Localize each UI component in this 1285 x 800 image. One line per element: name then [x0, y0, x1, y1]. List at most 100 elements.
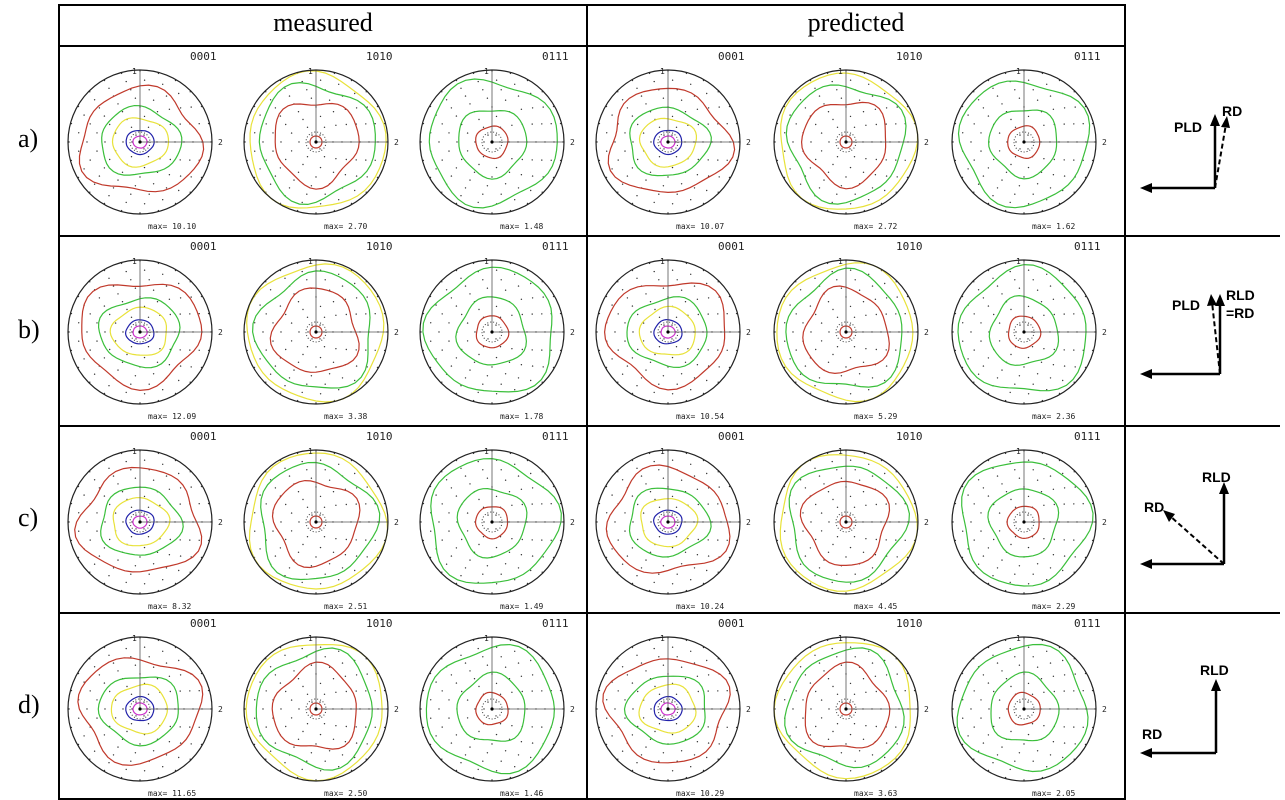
max-value-label: max= 1.46	[500, 789, 544, 798]
pole-figure-predicted-1010: 1 2 1010 max= 4.45	[768, 430, 940, 612]
max-value-label: max= 12.09	[148, 412, 197, 421]
svg-text:1: 1	[308, 447, 313, 456]
pole-figure-predicted-1010: 1 2 1010 max= 3.63	[768, 617, 940, 799]
pole-figure-measured-0001: 1 2 0001 max= 11.65	[62, 617, 234, 799]
svg-text:1: 1	[308, 257, 313, 266]
direction-diagram-a: PLD RD	[1140, 103, 1242, 193]
pole-figure-measured-0001: 1 2 0001 max= 8.32	[62, 430, 234, 612]
max-value-label: max= 10.24	[676, 602, 725, 611]
svg-text:1: 1	[660, 67, 665, 76]
direction-diagram-d: RLD RD	[1140, 662, 1229, 758]
plane-label: 1010	[896, 240, 923, 253]
direction-diagram-c: RD RLD	[1140, 469, 1231, 569]
svg-text:2: 2	[1102, 705, 1107, 714]
svg-text:2: 2	[570, 518, 575, 527]
svg-text:2: 2	[746, 705, 751, 714]
svg-text:1: 1	[132, 67, 137, 76]
plane-label: 0001	[190, 430, 217, 443]
svg-text:2: 2	[746, 138, 751, 147]
pole-figure-measured-1010: 1 2 1010 max= 2.70	[238, 50, 410, 232]
svg-text:2: 2	[1102, 138, 1107, 147]
svg-text:2: 2	[924, 705, 929, 714]
svg-text:2: 2	[394, 518, 399, 527]
row-divider-2	[58, 425, 1280, 427]
max-value-label: max= 2.29	[1032, 602, 1076, 611]
svg-text:1: 1	[132, 634, 137, 643]
svg-text:1: 1	[838, 447, 843, 456]
svg-text:1: 1	[660, 447, 665, 456]
pole-figure-measured-0111: 1 2 0111 max= 1.46	[414, 617, 586, 799]
svg-text:1: 1	[838, 257, 843, 266]
svg-text:1: 1	[660, 634, 665, 643]
pole-figure-predicted-0111: 1 2 0111 max= 2.29	[946, 430, 1118, 612]
plane-label: 1010	[896, 617, 923, 630]
plane-label: 0111	[542, 50, 569, 63]
plane-label: 0111	[542, 430, 569, 443]
rd-label: RD	[1144, 499, 1164, 515]
plane-label: 1010	[896, 430, 923, 443]
row-label-b: b)	[18, 315, 40, 344]
svg-text:1: 1	[838, 634, 843, 643]
pole-figure-predicted-0001: 1 2 0001 max= 10.24	[590, 430, 762, 612]
max-value-label: max= 2.50	[324, 789, 368, 798]
pole-figure-predicted-0001: 1 2 0001 max= 10.54	[590, 240, 762, 422]
pole-figure-predicted-0111: 1 2 0111 max= 2.36	[946, 240, 1118, 422]
max-value-label: max= 1.62	[1032, 222, 1076, 231]
plane-label: 1010	[896, 50, 923, 63]
pole-figure-predicted-0001: 1 2 0001 max= 10.07	[590, 50, 762, 232]
table-border-left	[58, 4, 60, 800]
plane-label: 1010	[366, 430, 393, 443]
plane-label: 0001	[718, 430, 745, 443]
rld-label: RLD	[1202, 469, 1231, 485]
pole-figure-predicted-1010: 1 2 1010 max= 2.72	[768, 50, 940, 232]
svg-text:1: 1	[484, 67, 489, 76]
column-divider-middle	[586, 4, 588, 800]
pole-figure-predicted-0111: 1 2 0111 max= 2.05	[946, 617, 1118, 799]
pole-figure-predicted-0111: 1 2 0111 max= 1.62	[946, 50, 1118, 232]
pole-figure-measured-0111: 1 2 0111 max= 1.49	[414, 430, 586, 612]
max-value-label: max= 11.65	[148, 789, 197, 798]
pole-figure-measured-1010: 1 2 1010 max= 3.38	[238, 240, 410, 422]
pole-figure-measured-0111: 1 2 0111 max= 1.48	[414, 50, 586, 232]
svg-text:2: 2	[1102, 328, 1107, 337]
max-value-label: max= 2.72	[854, 222, 898, 231]
pole-figure-measured-0001: 1 2 0001 max= 12.09	[62, 240, 234, 422]
svg-text:1: 1	[838, 67, 843, 76]
svg-text:1: 1	[660, 257, 665, 266]
rld-label: RLD	[1200, 662, 1229, 678]
svg-text:1: 1	[1016, 447, 1021, 456]
plane-label: 0111	[1074, 240, 1101, 253]
column-divider-right	[1124, 4, 1126, 800]
svg-text:2: 2	[570, 138, 575, 147]
pole-figure-measured-0001: 1 2 0001 max= 10.10	[62, 50, 234, 232]
rd-label: RD	[1142, 726, 1162, 742]
svg-text:1: 1	[132, 447, 137, 456]
svg-text:1: 1	[1016, 257, 1021, 266]
max-value-label: max= 3.63	[854, 789, 898, 798]
svg-text:2: 2	[218, 138, 223, 147]
max-value-label: max= 10.10	[148, 222, 197, 231]
plane-label: 0001	[718, 50, 745, 63]
plane-label: 0111	[1074, 430, 1101, 443]
svg-text:2: 2	[1102, 518, 1107, 527]
svg-text:2: 2	[746, 518, 751, 527]
max-value-label: max= 10.54	[676, 412, 725, 421]
max-value-label: max= 3.38	[324, 412, 368, 421]
svg-text:1: 1	[1016, 634, 1021, 643]
svg-text:2: 2	[394, 328, 399, 337]
svg-text:2: 2	[218, 328, 223, 337]
svg-text:2: 2	[746, 328, 751, 337]
max-value-label: max= 2.05	[1032, 789, 1076, 798]
table-border-header	[58, 45, 1126, 47]
svg-text:1: 1	[308, 67, 313, 76]
row-divider-3	[58, 612, 1280, 614]
plane-label: 0111	[542, 240, 569, 253]
table-border-bottom	[58, 798, 1126, 800]
svg-text:2: 2	[218, 518, 223, 527]
plane-label: 0001	[190, 50, 217, 63]
max-value-label: max= 1.49	[500, 602, 544, 611]
svg-text:2: 2	[924, 518, 929, 527]
pole-figure-predicted-0001: 1 2 0001 max= 10.29	[590, 617, 762, 799]
pole-figure-measured-0111: 1 2 0111 max= 1.78	[414, 240, 586, 422]
header-predicted: predicted	[807, 8, 905, 37]
